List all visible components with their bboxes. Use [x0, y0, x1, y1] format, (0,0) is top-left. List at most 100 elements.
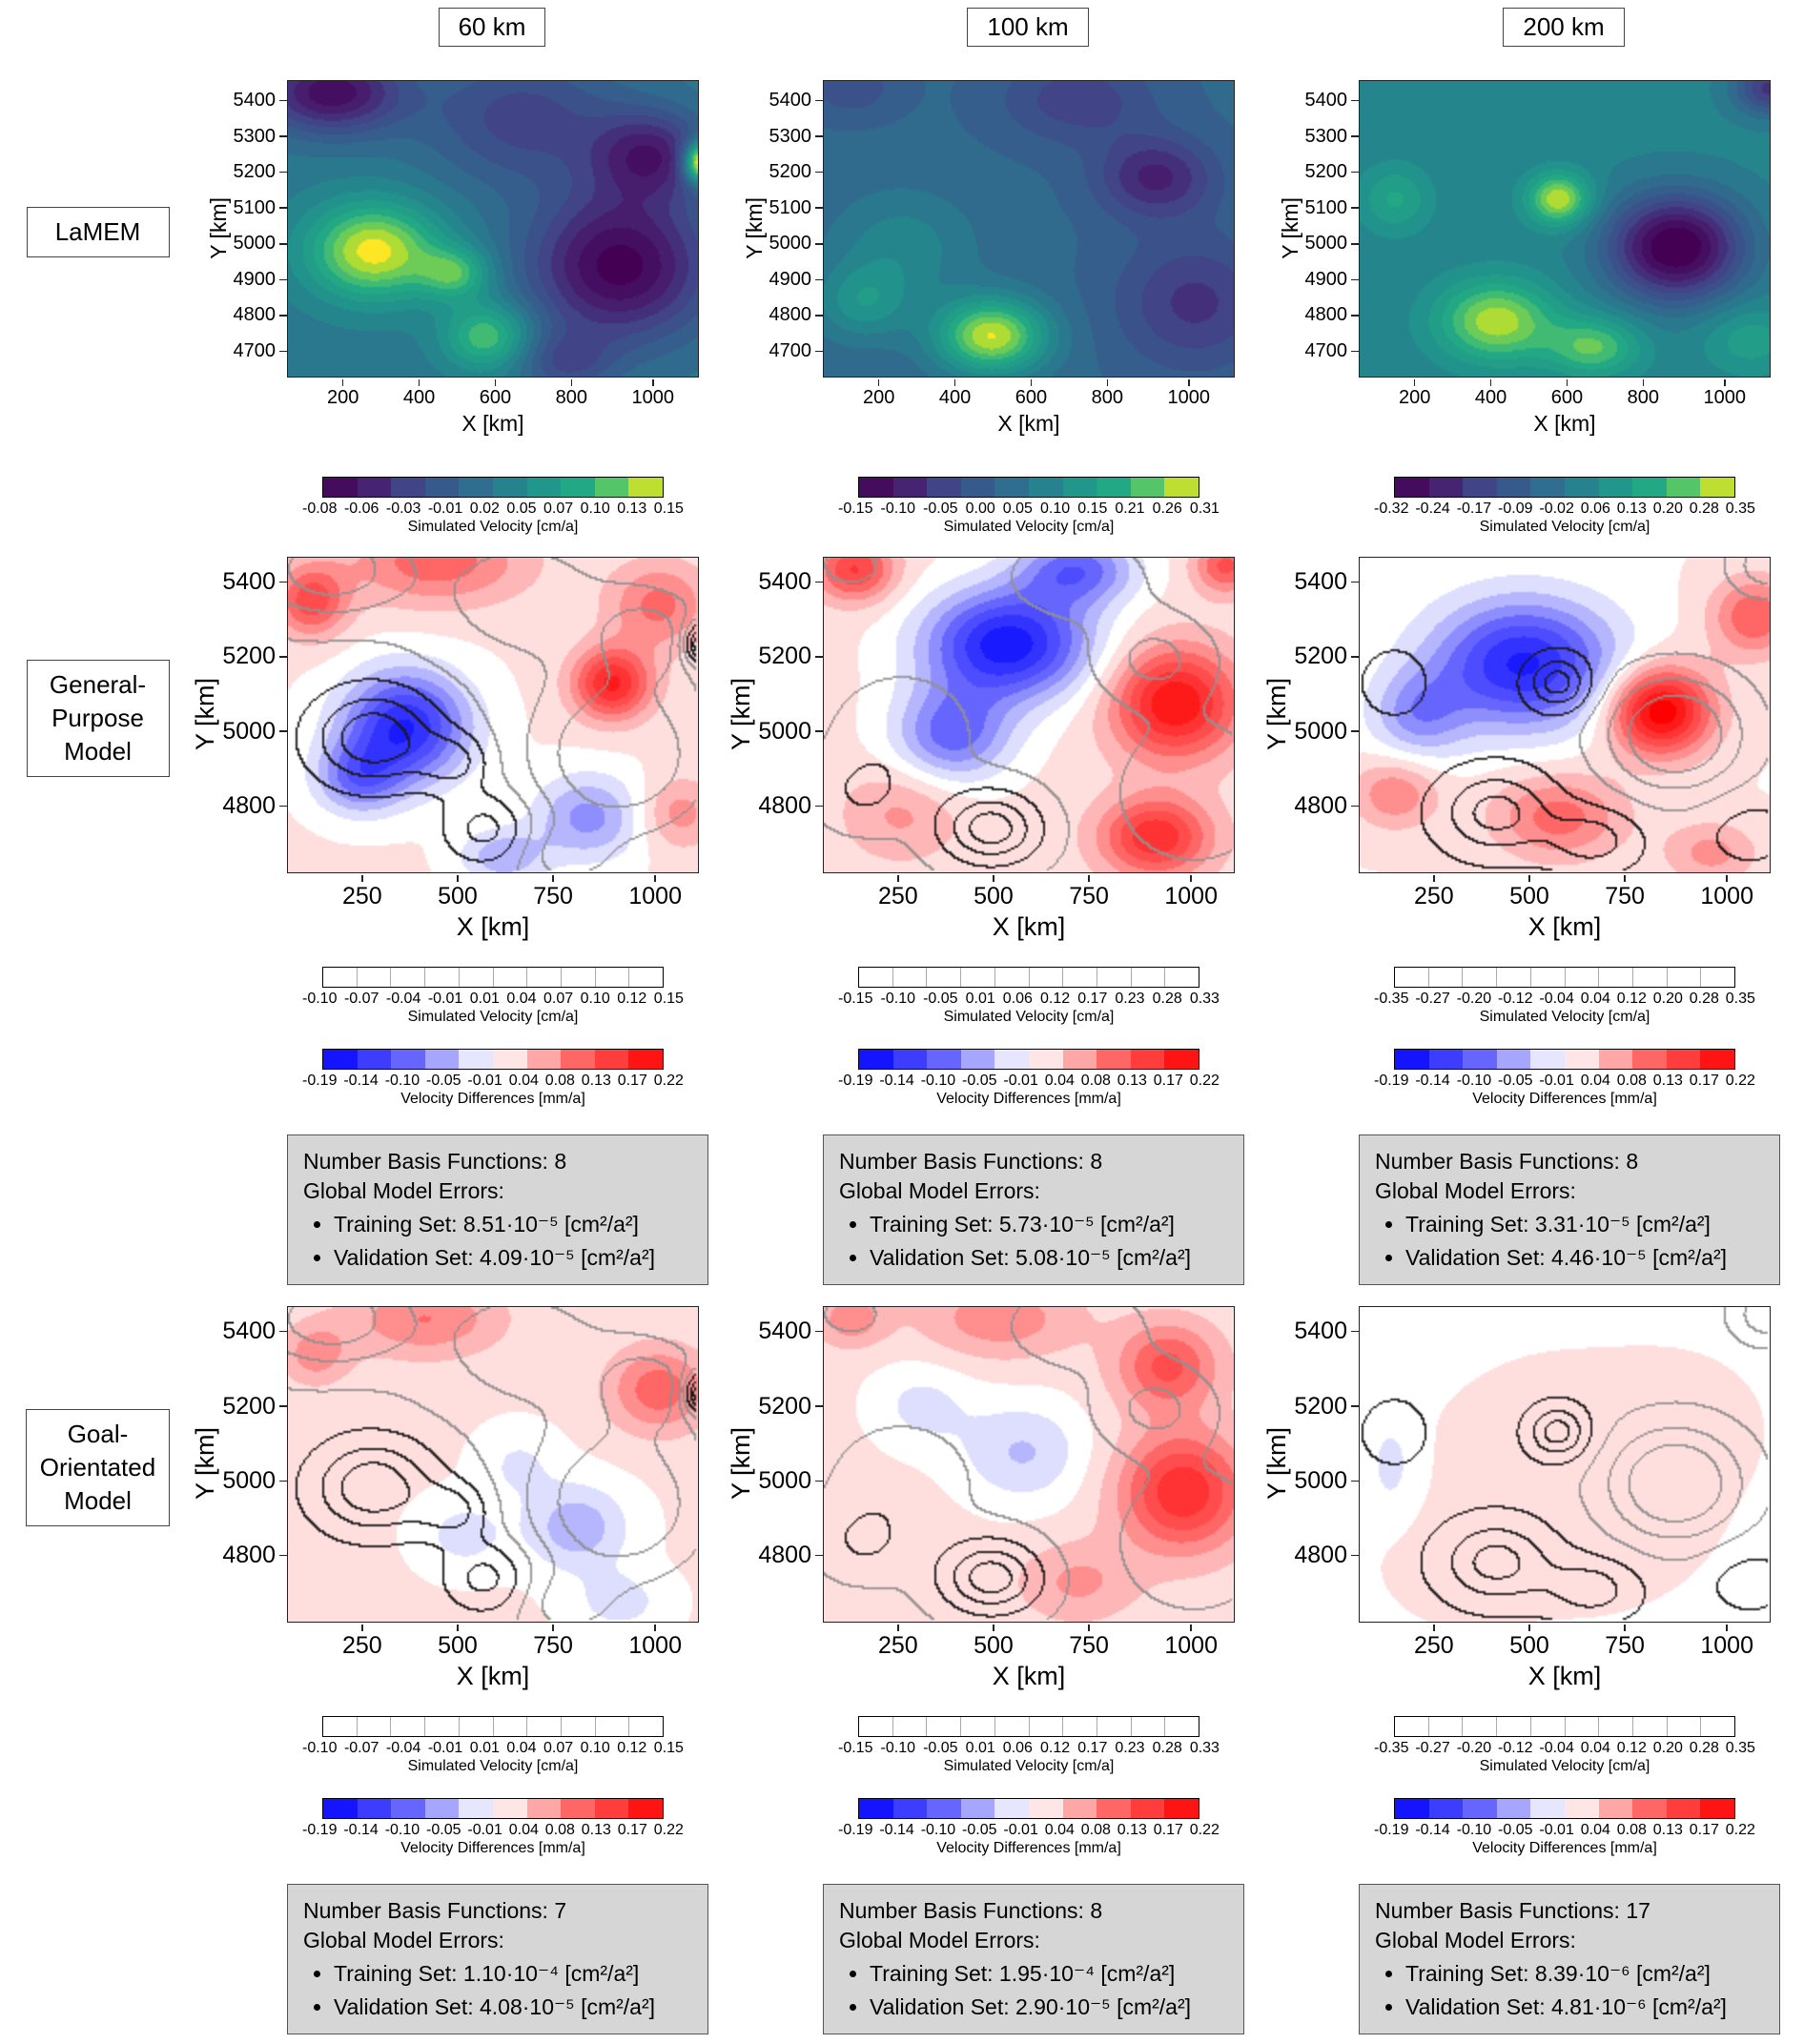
colorbar-cell: [1496, 1050, 1531, 1069]
panel-lamem-60km: Y [km] 5400 5300 5200 5100 5000 4900 4800 4700 …: [195, 69, 731, 545]
colorbar-cell: [927, 478, 961, 497]
x-axis-ticks: 250 500 750 1000: [287, 875, 699, 910]
colorbar-cell: [1164, 478, 1199, 497]
colorbar-cell: [459, 1050, 493, 1069]
difference-map-gp-200km: [1359, 557, 1771, 873]
tick-label: -0.10: [920, 1822, 956, 1839]
tick-label: 0.04: [1580, 1073, 1610, 1089]
colorbar-simulated-velocity: -0.10 -0.07 -0.04 -0.01 0.01 0.04 0.07 0.10 0.12…: [287, 967, 699, 1026]
tick-label: 0.06: [1002, 991, 1033, 1007]
tick-label: -0.05: [923, 1740, 958, 1757]
colorbar-cell: [1666, 968, 1701, 987]
training-set-error: Training Set: 8.39·10⁻⁶ [cm²/a²]: [1405, 1959, 1764, 1989]
tick-label: 1000: [1168, 379, 1211, 409]
colorbar-cell: [628, 1050, 663, 1069]
training-set-error: Training Set: 1.95·10⁻⁴ [cm²/a²]: [870, 1959, 1228, 1989]
colorbar-cell: [859, 968, 892, 987]
tick-label: 0.33: [1189, 991, 1220, 1007]
tick-label: 0.17: [617, 1073, 647, 1089]
colorbar-cell: [1428, 478, 1464, 497]
tick-label: 0.22: [1725, 1073, 1755, 1089]
tick-label: 0.12: [1040, 1740, 1071, 1757]
tick-label: 0.04: [1044, 1822, 1075, 1839]
tick-label: 200: [327, 379, 359, 409]
x-axis-ticks: 250 500 750 1000: [823, 875, 1235, 910]
colorbar-simulated-velocity: -0.10 -0.07 -0.04 -0.01 0.01 0.04 0.07 0.10 0.12…: [287, 1716, 699, 1775]
colorbar-gradient: [1394, 477, 1735, 498]
colorbar-label: Simulated Velocity [cm/a]: [407, 1758, 579, 1775]
colorbar-label: Simulated Velocity [cm/a]: [1479, 1758, 1650, 1775]
tick-label: 4800: [1294, 1542, 1359, 1569]
tick-label: 0.08: [1080, 1822, 1111, 1839]
tick-label: 0.13: [1652, 1822, 1683, 1839]
training-set-error: Training Set: 3.31·10⁻⁵ [cm²/a²]: [1405, 1210, 1764, 1239]
colorbar-ticks: -0.10 -0.07 -0.04 -0.01 0.01 0.04 0.07 0.10 0.12…: [302, 1740, 684, 1757]
tick-label: 0.22: [1189, 1073, 1220, 1089]
colorbar-cell: [1598, 1050, 1633, 1069]
tick-label: -0.02: [1539, 501, 1574, 517]
tick-label: 0.13: [581, 1073, 611, 1089]
tick-label: -0.05: [1498, 1822, 1533, 1839]
x-axis-label: X [km]: [1527, 912, 1602, 941]
tick-label: 0.13: [1117, 1822, 1147, 1839]
colorbar-cell: [526, 1717, 561, 1737]
colorbar-gradient: [322, 477, 664, 498]
colorbar-cell: [1529, 1717, 1565, 1737]
colorbar-cell: [1427, 1717, 1463, 1737]
tick-label: 4800: [222, 1542, 287, 1569]
tick-label: 4800: [769, 304, 824, 326]
colorbar-gradient: [1394, 967, 1735, 988]
errors-title: Global Model Errors:: [839, 1178, 1040, 1204]
colorbar-cell: [1564, 968, 1599, 987]
colorbar-gradient: [858, 1798, 1199, 1820]
tick-label: -0.04: [1539, 991, 1574, 1007]
colorbar-cell: [859, 1717, 892, 1737]
colorbar-cell: [628, 968, 664, 987]
model-error-info-box: Number Basis Functions: 8 Global Model E…: [823, 1134, 1244, 1286]
colorbar-cell: [892, 478, 928, 497]
colorbar-cell: [492, 478, 527, 497]
tick-label: -0.15: [838, 1740, 873, 1757]
tick-label: -0.05: [426, 1822, 461, 1839]
colorbar-cell: [1529, 968, 1565, 987]
tick-label: 4800: [1305, 304, 1360, 326]
heatmap-lamem-100km: [823, 80, 1235, 378]
tick-label: 5200: [222, 1393, 287, 1421]
tick-label: 0.01: [965, 991, 995, 1007]
colorbar-label: Simulated Velocity [cm/a]: [943, 1009, 1115, 1025]
colorbar-cell: [1496, 478, 1531, 497]
colorbar-cell: [1700, 478, 1734, 497]
tick-label: 750: [1605, 875, 1645, 910]
tick-label: 0.12: [1616, 991, 1647, 1007]
colorbar-ticks: -0.15 -0.10 -0.05 0.00 0.05 0.10 0.15 0.21 0.26 0…: [838, 501, 1220, 518]
difference-map-canvas: [1360, 558, 1770, 872]
colorbar-cell: [859, 1050, 893, 1069]
colorbar-cell: [594, 1050, 629, 1069]
difference-map-canvas: [288, 1307, 698, 1623]
colorbar-cell: [357, 478, 392, 497]
tick-label: 5100: [769, 197, 824, 219]
x-axis-ticks: 250 500 750 1000: [823, 1625, 1235, 1660]
difference-map-canvas: [824, 1307, 1234, 1623]
tick-label: 5300: [1305, 126, 1360, 148]
y-axis-ticks: 5400 5300 5200 5100 5000 4900 4800 4700: [1305, 80, 1360, 376]
tick-label: 1000: [632, 379, 675, 409]
heatmap-canvas: [1360, 81, 1770, 377]
errors-title: Global Model Errors:: [303, 1928, 504, 1953]
tick-label: 600: [1015, 379, 1047, 409]
colorbar-cell: [357, 1050, 392, 1069]
x-axis-label: X [km]: [456, 912, 530, 941]
tick-label: 5200: [222, 643, 287, 670]
tick-label: -0.05: [962, 1822, 997, 1839]
y-axis-ticks: 5400 5300 5200 5100 5000 4900 4800 4700: [234, 80, 288, 376]
errors-title: Global Model Errors:: [1375, 1178, 1576, 1204]
y-axis-ticks: 5400 5200 5000 4800: [222, 1306, 287, 1621]
colorbar-simulated-velocity: -0.15 -0.10 -0.05 0.00 0.05 0.10 0.15 0.21 0.26 0…: [823, 477, 1235, 536]
colorbar-cell: [1164, 1799, 1199, 1819]
tick-label: 4700: [234, 340, 288, 362]
colorbar-cell: [1096, 1717, 1131, 1737]
tick-label: 5200: [1305, 161, 1360, 183]
colorbar-cell: [1632, 478, 1667, 497]
tick-label: 4700: [1305, 340, 1360, 362]
